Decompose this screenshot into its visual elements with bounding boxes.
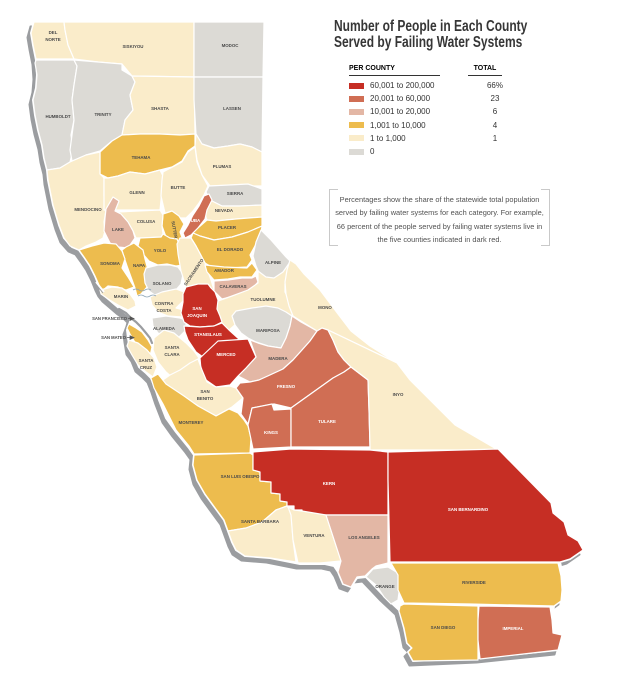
svg-text:YOLO: YOLO	[154, 248, 167, 253]
svg-text:RIVERSIDE: RIVERSIDE	[462, 580, 486, 585]
svg-text:FRESNO: FRESNO	[277, 384, 296, 389]
svg-text:TULARE: TULARE	[318, 419, 336, 424]
svg-text:SANTA: SANTA	[165, 345, 181, 350]
svg-text:SAN: SAN	[200, 389, 209, 394]
svg-text:MODOC: MODOC	[222, 43, 240, 48]
svg-text:LASSEN: LASSEN	[223, 106, 241, 111]
svg-text:NEVADA: NEVADA	[215, 208, 234, 213]
svg-text:STANISLAUS: STANISLAUS	[194, 332, 222, 337]
svg-text:PLACER: PLACER	[218, 225, 237, 230]
svg-text:VENTURA: VENTURA	[303, 533, 325, 538]
svg-text:HUMBOLDT: HUMBOLDT	[45, 114, 70, 119]
svg-text:LOS ANGELES: LOS ANGELES	[348, 535, 379, 540]
svg-text:MERCED: MERCED	[216, 352, 235, 357]
svg-text:SAN MATEO: SAN MATEO	[101, 335, 127, 340]
svg-text:SUTTER: SUTTER	[170, 221, 178, 240]
svg-text:NORTE: NORTE	[45, 37, 60, 42]
svg-text:JOAQUIN: JOAQUIN	[187, 313, 207, 318]
svg-text:INYO: INYO	[393, 392, 404, 397]
svg-text:IMPERIAL: IMPERIAL	[503, 626, 524, 631]
svg-text:SAN DIEGO: SAN DIEGO	[431, 625, 456, 630]
svg-text:PLUMAS: PLUMAS	[213, 164, 232, 169]
svg-text:BENITO: BENITO	[197, 396, 214, 401]
svg-text:KINGS: KINGS	[264, 430, 278, 435]
svg-text:ALPINE: ALPINE	[265, 260, 281, 265]
svg-text:TUOLUMNE: TUOLUMNE	[251, 297, 276, 302]
svg-text:KERN: KERN	[323, 481, 335, 486]
svg-text:SHASTA: SHASTA	[151, 106, 170, 111]
svg-text:SAN FRANCISCO: SAN FRANCISCO	[92, 316, 128, 321]
svg-text:DEL: DEL	[49, 30, 58, 35]
svg-text:CALAVERAS: CALAVERAS	[220, 284, 247, 289]
svg-text:LAKE: LAKE	[112, 227, 124, 232]
svg-text:ORANGE: ORANGE	[375, 584, 394, 589]
svg-text:SAN LUIS OBISPO: SAN LUIS OBISPO	[221, 474, 260, 479]
svg-text:MARIN: MARIN	[114, 294, 128, 299]
svg-text:COSTA: COSTA	[156, 308, 172, 313]
svg-text:MONO: MONO	[318, 305, 332, 310]
svg-text:EL DORADO: EL DORADO	[217, 247, 244, 252]
svg-text:TRINITY: TRINITY	[94, 112, 111, 117]
svg-text:SANTA BARBARA: SANTA BARBARA	[241, 519, 280, 524]
svg-text:CONTRA: CONTRA	[155, 301, 175, 306]
svg-text:SISKIYOU: SISKIYOU	[123, 44, 144, 49]
svg-text:MONTEREY: MONTEREY	[179, 420, 204, 425]
svg-text:SAN BERNARDINO: SAN BERNARDINO	[448, 507, 489, 512]
svg-text:MENDOCINO: MENDOCINO	[74, 207, 102, 212]
svg-text:MADERA: MADERA	[268, 356, 288, 361]
svg-text:MARIPOSA: MARIPOSA	[256, 328, 280, 333]
svg-text:TEHAMA: TEHAMA	[132, 155, 152, 160]
svg-text:SAN: SAN	[192, 306, 201, 311]
svg-text:NAPA: NAPA	[133, 263, 146, 268]
svg-text:COLUSA: COLUSA	[137, 219, 156, 224]
svg-text:SOLANO: SOLANO	[153, 281, 172, 286]
svg-text:SONOMA: SONOMA	[100, 261, 121, 266]
svg-text:CRUZ: CRUZ	[140, 365, 153, 370]
svg-text:BUTTE: BUTTE	[171, 185, 186, 190]
svg-text:SIERRA: SIERRA	[227, 191, 244, 196]
svg-text:ALAMEDA: ALAMEDA	[153, 326, 176, 331]
svg-text:GLENN: GLENN	[129, 190, 144, 195]
svg-text:YUBA: YUBA	[188, 218, 201, 223]
svg-text:AMADOR: AMADOR	[214, 268, 235, 273]
svg-text:SANTA: SANTA	[139, 358, 155, 363]
svg-text:CLARA: CLARA	[164, 352, 180, 357]
